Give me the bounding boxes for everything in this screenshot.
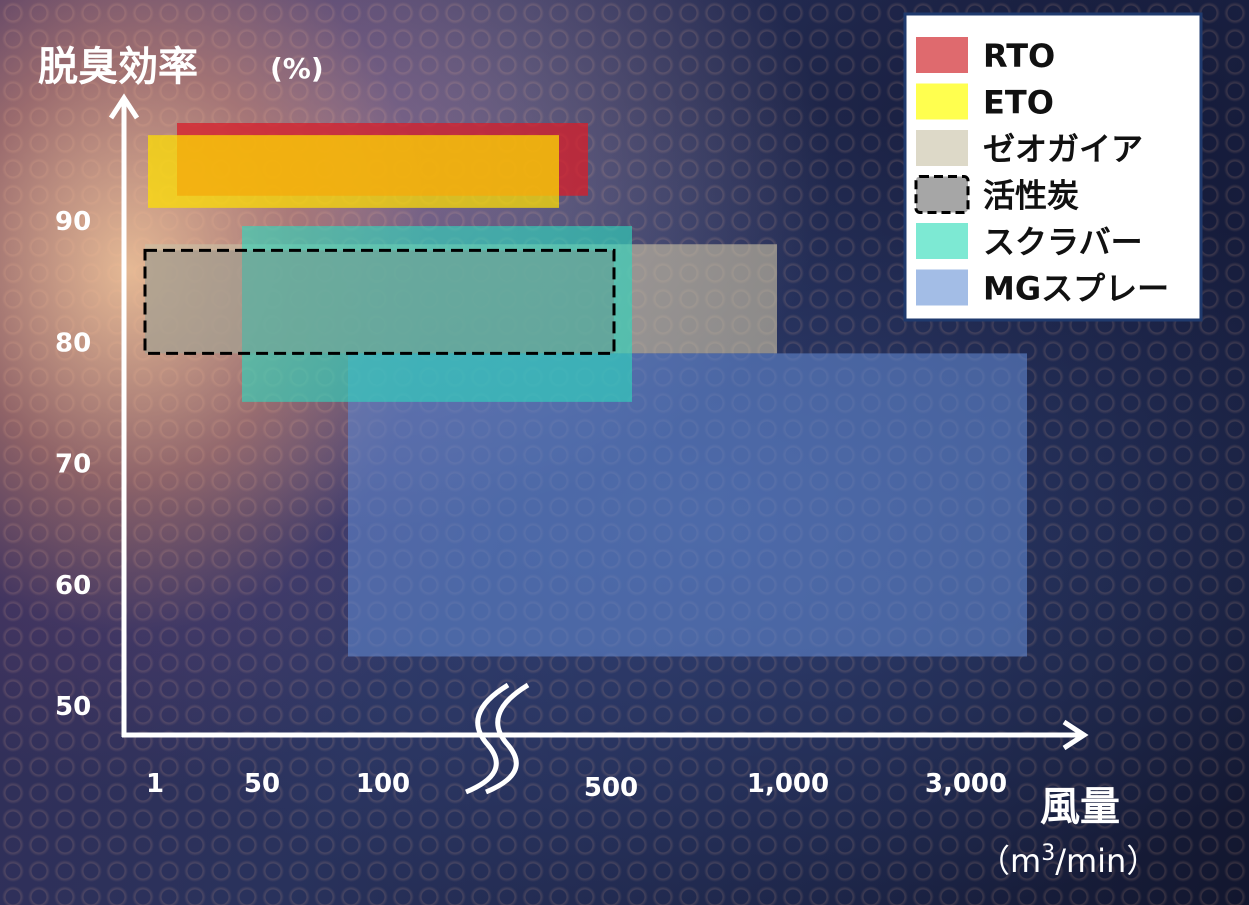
- legend-box: [903, 12, 1203, 322]
- bar-eto: [148, 135, 559, 208]
- legend-label-0: RTO: [983, 37, 1055, 75]
- legend-label-4: スクラバー: [983, 223, 1143, 261]
- y-axis-arrowhead: [108, 93, 140, 120]
- y-tick-label-50: 50: [55, 692, 91, 722]
- y-tick-label-60: 60: [55, 571, 91, 601]
- x-tick-label-100: 100: [356, 769, 410, 799]
- legend-swatch-5: [916, 269, 968, 306]
- x-axis-arrowhead: [1062, 719, 1089, 751]
- legend-label-5: MGスプレー: [983, 270, 1169, 308]
- y-tick-labels: 50 60 70 80 90: [55, 207, 91, 722]
- x-tick-label-1: 1: [146, 769, 164, 799]
- legend-swatch-0: [916, 37, 968, 73]
- bar-scrubber: [242, 226, 632, 402]
- y-tick-label-80: 80: [55, 328, 91, 358]
- legend-label-3: 活性炭: [983, 177, 1079, 215]
- axes: [108, 93, 1089, 751]
- x-axis-title: 風量: [1040, 784, 1120, 830]
- x-tick-label-500: 500: [584, 773, 638, 803]
- x-tick-label-50: 50: [244, 769, 280, 799]
- legend-swatch-4: [916, 223, 968, 259]
- x-axis-unit-prefix: （m: [978, 842, 1041, 880]
- y-axis-title: 脱臭効率: [38, 44, 198, 90]
- x-axis-unit-suffix: /min）: [1055, 842, 1158, 880]
- y-axis-unit: (%): [270, 52, 324, 85]
- x-tick-label-1000: 1,000: [747, 769, 829, 799]
- range-bars: [143, 123, 1027, 657]
- x-tick-labels: 1 50 100 500 1,000 3,000: [146, 769, 1007, 803]
- y-tick-label-70: 70: [55, 450, 91, 480]
- legend-label-1: ETO: [983, 84, 1054, 122]
- x-axis-unit: （m3/min）: [978, 841, 1158, 880]
- legend-swatch-1: [916, 83, 968, 120]
- legend-label-2: ゼオガイア: [983, 130, 1143, 168]
- y-tick-label-90: 90: [55, 207, 91, 237]
- x-axis-unit-superscript: 3: [1041, 841, 1055, 866]
- legend-swatch-3: [914, 175, 970, 214]
- x-tick-label-3000: 3,000: [925, 769, 1007, 799]
- legend-swatch-2: [916, 130, 968, 166]
- bar-carbon: [143, 248, 616, 355]
- x-axis-break-mark: [465, 682, 530, 795]
- bar-mgspray: [348, 353, 1027, 657]
